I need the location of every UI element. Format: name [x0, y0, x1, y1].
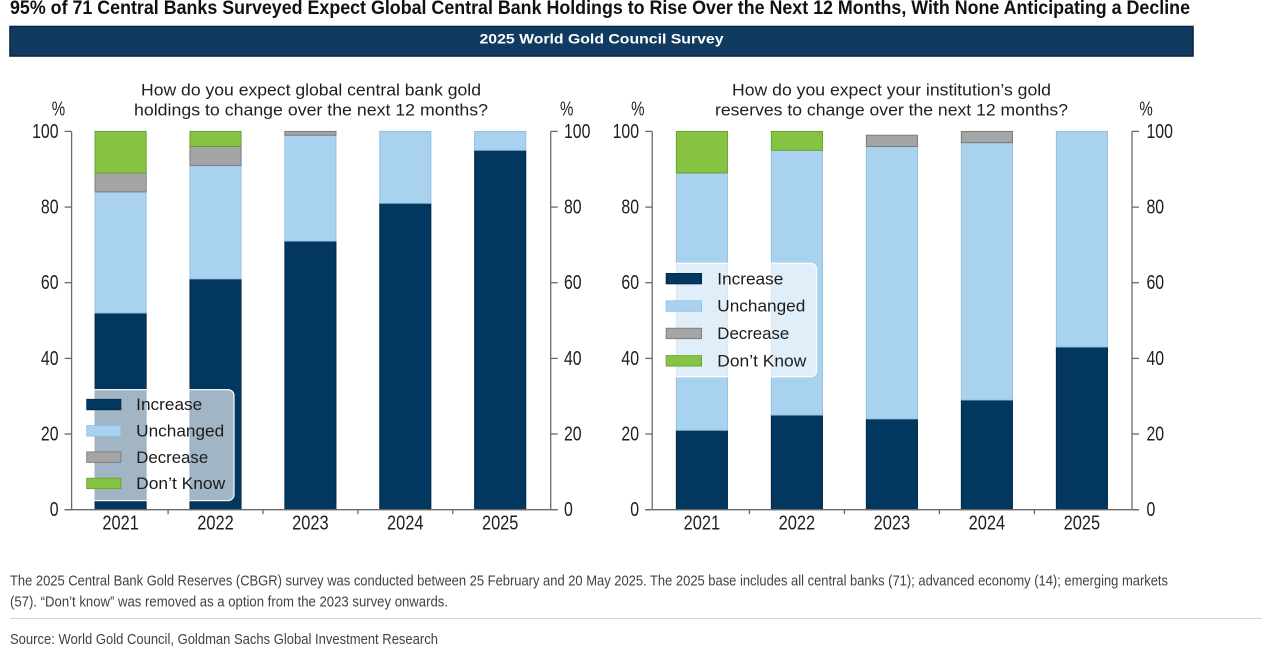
svg-text:2022: 2022 — [197, 513, 234, 535]
svg-text:%: % — [1139, 99, 1153, 121]
svg-text:80: 80 — [41, 197, 59, 219]
svg-text:0: 0 — [630, 499, 639, 521]
svg-text:0: 0 — [564, 499, 573, 521]
svg-text:60: 60 — [1147, 272, 1165, 294]
svg-text:The 2025 Central Bank Gold Res: The 2025 Central Bank Gold Reserves (CBG… — [10, 572, 1168, 589]
svg-text:Increase: Increase — [717, 269, 783, 288]
svg-text:Increase: Increase — [136, 395, 202, 414]
svg-text:20: 20 — [564, 424, 582, 446]
svg-text:0: 0 — [1147, 499, 1156, 521]
svg-text:0: 0 — [50, 499, 59, 521]
svg-text:holdings to change over the ne: holdings to change over the next 12 mont… — [134, 101, 488, 120]
svg-text:20: 20 — [41, 424, 59, 446]
svg-text:60: 60 — [564, 272, 582, 294]
svg-text:60: 60 — [621, 272, 639, 294]
svg-text:reserves to change over the ne: reserves to change over the next 12 mont… — [715, 101, 1068, 120]
svg-text:2023: 2023 — [874, 513, 911, 535]
svg-text:20: 20 — [621, 424, 639, 446]
svg-text:80: 80 — [1147, 197, 1165, 219]
svg-text:100: 100 — [32, 121, 58, 143]
svg-text:60: 60 — [41, 272, 59, 294]
svg-text:Don’t Know: Don’t Know — [136, 474, 226, 493]
svg-text:2025: 2025 — [1064, 513, 1101, 535]
svg-text:How do you expect global centr: How do you expect global central bank go… — [141, 81, 481, 100]
svg-text:2024: 2024 — [387, 513, 424, 535]
svg-text:2021: 2021 — [102, 513, 139, 535]
svg-text:Decrease: Decrease — [136, 448, 208, 467]
svg-text:Decrease: Decrease — [717, 324, 789, 343]
svg-text:40: 40 — [1147, 348, 1165, 370]
svg-text:40: 40 — [41, 348, 59, 370]
svg-text:2025 World Gold Council Survey: 2025 World Gold Council Survey — [480, 32, 724, 48]
svg-text:%: % — [631, 99, 645, 121]
svg-text:Source: World Gold Council, Go: Source: World Gold Council, Goldman Sach… — [10, 631, 438, 648]
svg-text:Unchanged: Unchanged — [136, 422, 224, 441]
svg-text:100: 100 — [1147, 121, 1173, 143]
svg-text:80: 80 — [621, 197, 639, 219]
svg-text:Unchanged: Unchanged — [717, 297, 805, 316]
svg-text:%: % — [560, 99, 574, 121]
svg-text:2021: 2021 — [684, 513, 721, 535]
svg-text:40: 40 — [564, 348, 582, 370]
svg-text:100: 100 — [613, 121, 639, 143]
svg-text:95% of 71 Central Banks Survey: 95% of 71 Central Banks Surveyed Expect … — [10, 0, 1190, 19]
svg-text:20: 20 — [1147, 424, 1165, 446]
svg-text:(57). “Don’t know” was removed: (57). “Don’t know” was removed as a opti… — [10, 593, 448, 610]
svg-text:Don’t Know: Don’t Know — [717, 352, 807, 371]
svg-text:80: 80 — [564, 197, 582, 219]
svg-text:100: 100 — [564, 121, 590, 143]
svg-text:2025: 2025 — [482, 513, 519, 535]
svg-text:How do you expect your institu: How do you expect your institution’s gol… — [732, 81, 1051, 100]
svg-text:2022: 2022 — [779, 513, 816, 535]
svg-text:%: % — [52, 99, 66, 121]
svg-text:40: 40 — [621, 348, 639, 370]
svg-text:2023: 2023 — [292, 513, 329, 535]
svg-text:2024: 2024 — [969, 513, 1006, 535]
